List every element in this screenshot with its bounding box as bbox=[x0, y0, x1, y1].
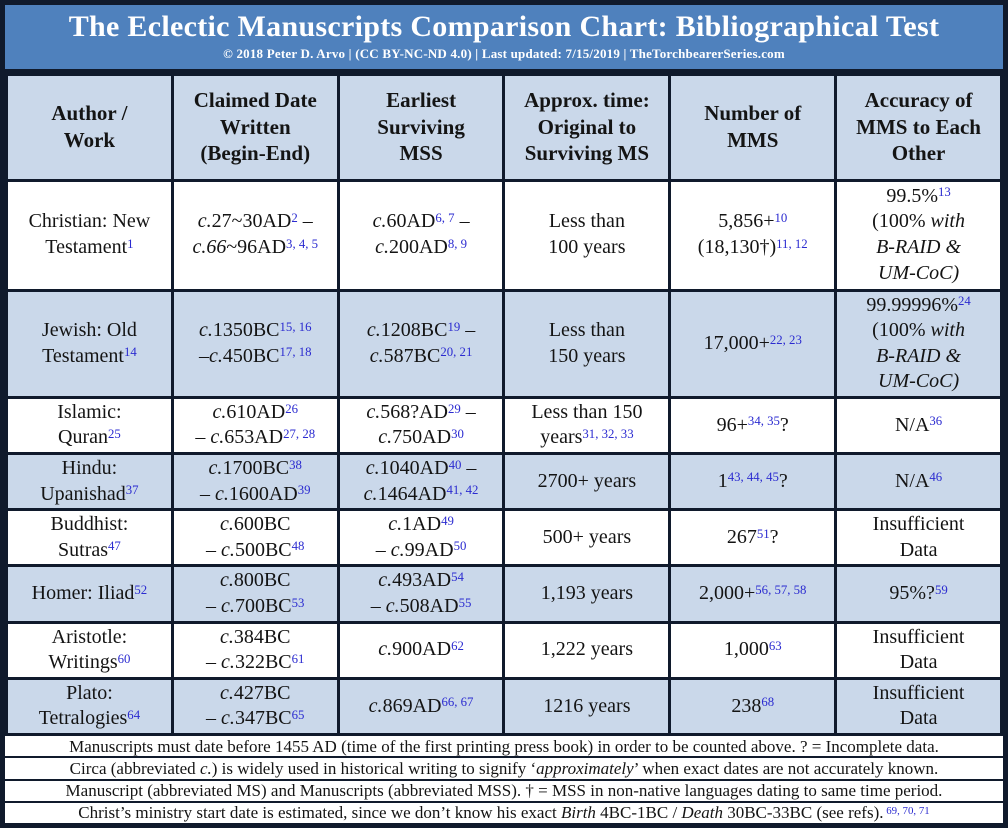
column-header-number-mms: Number of MMS bbox=[668, 72, 838, 182]
comparison-table: Author / Work Claimed Date Written (Begin-E… bbox=[5, 72, 1003, 737]
table-cell: c.568?AD29 – c.750AD30 bbox=[336, 395, 506, 456]
chart-title-banner: The Eclectic Manuscripts Comparison Char… bbox=[5, 5, 1003, 73]
table-cell: c.600BC – c.500BC48 bbox=[170, 508, 340, 568]
table-cell: c.610AD26– c.653AD27, 28 bbox=[170, 395, 340, 456]
column-header-accuracy: Accuracy of MMS to Each Other bbox=[834, 72, 1003, 182]
page-title: The Eclectic Manuscripts Comparison Char… bbox=[68, 10, 940, 43]
table-cell: 5,856+10 (18,130†)11, 12 bbox=[668, 178, 838, 292]
table-cell: Hindu: Upanishad37 bbox=[5, 452, 174, 512]
table-cell: c.1208BC19 – c.587BC20, 21 bbox=[336, 288, 506, 399]
table-cell: N/A46 bbox=[834, 452, 1003, 512]
row-hindu-upanishad: Hindu: Upanishad37 c.1700BC38– c.1600AD39… bbox=[5, 452, 1003, 512]
footnote-line: Christ’s ministry start date is estimate… bbox=[5, 800, 1003, 823]
table-cell: Less than 150 years bbox=[502, 288, 672, 399]
table-cell: c.1700BC38– c.1600AD39 bbox=[170, 452, 340, 512]
table-cell: 143, 44, 45? bbox=[668, 452, 838, 512]
footnote-line: Circa (abbreviated c.) is widely used in… bbox=[5, 756, 1003, 778]
table-cell: c.1350BC15, 16 –c.450BC17, 18 bbox=[170, 288, 340, 399]
column-header-earliest-mss: Earliest Surviving MSS bbox=[336, 72, 506, 182]
table-cell: 2,000+56, 57, 58 bbox=[668, 564, 838, 624]
table-cell: N/A36 bbox=[834, 395, 1003, 456]
table-cell: Homer: Iliad52 bbox=[5, 564, 174, 624]
table-cell: 95%?59 bbox=[834, 564, 1003, 624]
row-christian-new-testament: Christian: New Testament1 c.27~30AD2 – c.6… bbox=[5, 178, 1003, 292]
table-cell: 99.99996%24 (100% with B-RAID & UM-CoC) bbox=[834, 288, 1003, 399]
table-cell: Aristotle: Writings60 bbox=[5, 620, 174, 680]
table-cell: c.384BC – c.322BC61 bbox=[170, 620, 340, 680]
table-cell: Less than 100 years bbox=[502, 178, 672, 292]
copyright-subtitle: © 2018 Peter D. Arvo | (CC BY-NC-ND 4.0)… bbox=[223, 45, 785, 61]
table-cell: 23868 bbox=[668, 676, 838, 737]
table-cell: c.900AD62 bbox=[336, 620, 506, 680]
footnote-line: Manuscripts must date before 1455 AD (ti… bbox=[69, 736, 939, 756]
table-cell: 2700+ years bbox=[502, 452, 672, 512]
table-cell: Plato: Tetralogies64 bbox=[5, 676, 174, 737]
table-cell: 1,00063 bbox=[668, 620, 838, 680]
table-cell: c.493AD54– c.508AD55 bbox=[336, 564, 506, 624]
table-cell: c.60AD6, 7 – c.200AD8, 9 bbox=[336, 178, 506, 292]
table-cell: 96+34, 35? bbox=[668, 395, 838, 456]
table-cell: 99.5%13 (100% with B-RAID & UM-CoC) bbox=[834, 178, 1003, 292]
table-cell: c.800BC – c.700BC53 bbox=[170, 564, 340, 624]
column-header-author-work: Author / Work bbox=[5, 72, 174, 182]
table-cell: 17,000+22, 23 bbox=[668, 288, 838, 399]
table-cell: c.869AD66, 67 bbox=[336, 676, 506, 737]
table-cell: Christian: New Testament1 bbox=[5, 178, 174, 292]
table-cell: Less than 150 years31, 32, 33 bbox=[502, 395, 672, 456]
table-cell: c.427BC – c.347BC65 bbox=[170, 676, 340, 737]
footnote-line: Manuscript (abbreviated MS) and Manuscri… bbox=[5, 778, 1003, 801]
table-cell: c.1040AD40 – c.1464AD41, 42 bbox=[336, 452, 506, 512]
table-cell: c.1AD49– c.99AD50 bbox=[336, 508, 506, 568]
row-jewish-old-testament: Jewish: Old Testament14 c.1350BC15, 16 –c.… bbox=[5, 288, 1003, 399]
table-cell: Buddhist: Sutras47 bbox=[5, 508, 174, 568]
table-cell: Insufficient Data bbox=[834, 620, 1003, 680]
table-cell: Insufficient Data bbox=[834, 676, 1003, 737]
table-cell: Jewish: Old Testament14 bbox=[5, 288, 174, 399]
row-homer-iliad: Homer: Iliad52 c.800BC – c.700BC53 c.493A… bbox=[5, 564, 1003, 624]
footnotes-section: Manuscripts must date before 1455 AD (ti… bbox=[5, 736, 1003, 823]
column-header-approx-time: Approx. time: Original to Surviving MS bbox=[502, 72, 672, 182]
table-cell: c.27~30AD2 – c.66~96AD3, 4, 5 bbox=[170, 178, 340, 292]
table-cell: Islamic: Quran25 bbox=[5, 395, 174, 456]
table-cell: 26751? bbox=[668, 508, 838, 568]
row-plato-tetralogies: Plato: Tetralogies64 c.427BC – c.347BC65 c… bbox=[5, 676, 1003, 737]
header-row: Author / Work Claimed Date Written (Begin-E… bbox=[5, 72, 1003, 182]
column-header-claimed-date: Claimed Date Written (Begin-End) bbox=[170, 72, 340, 182]
row-buddhist-sutras: Buddhist: Sutras47 c.600BC – c.500BC48 c.1… bbox=[5, 508, 1003, 568]
row-islamic-quran: Islamic: Quran25 c.610AD26– c.653AD27, 28… bbox=[5, 395, 1003, 456]
row-aristotle-writings: Aristotle: Writings60 c.384BC – c.322BC61 … bbox=[5, 620, 1003, 680]
table-cell: Insufficient Data bbox=[834, 508, 1003, 568]
table-cell: 500+ years bbox=[502, 508, 672, 568]
table-cell: 1,222 years bbox=[502, 620, 672, 680]
table-cell: 1,193 years bbox=[502, 564, 672, 624]
table-cell: 1216 years bbox=[502, 676, 672, 737]
